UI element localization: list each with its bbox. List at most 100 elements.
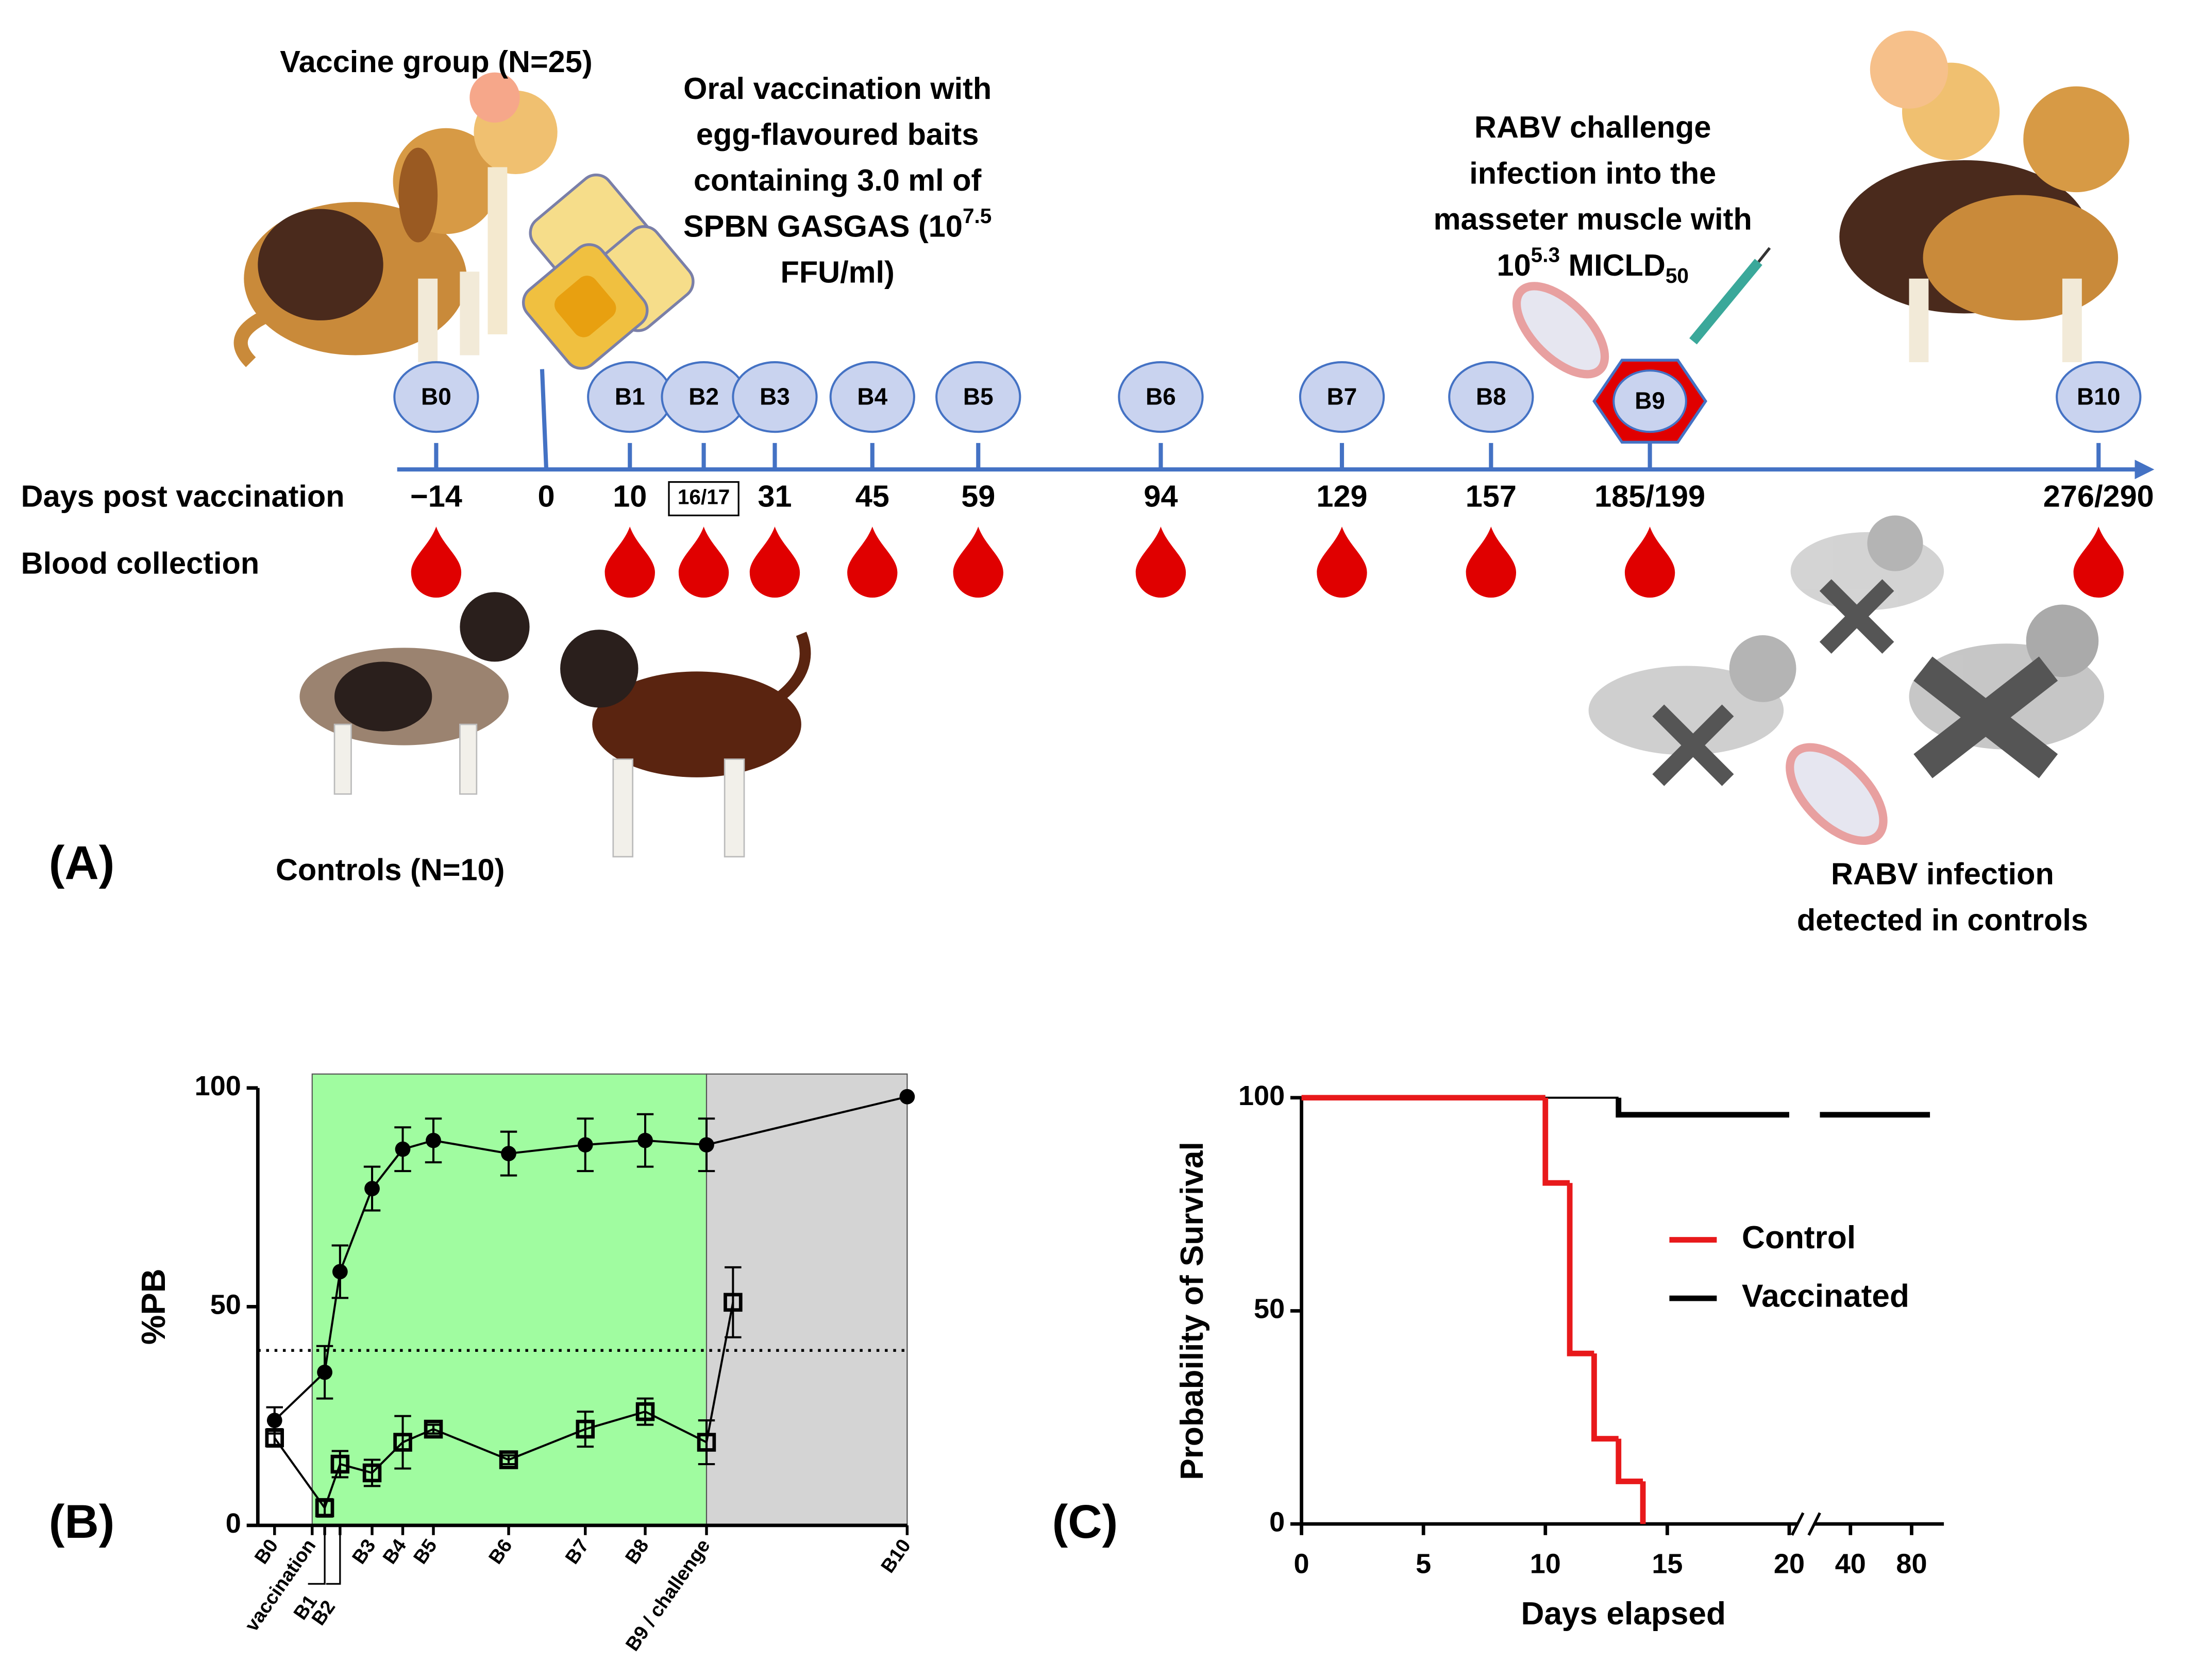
legend-label: Control	[1742, 1220, 1856, 1255]
error-bar	[425, 1423, 442, 1435]
marker	[362, 1463, 382, 1483]
marker	[724, 1293, 743, 1312]
series-line	[645, 1139, 707, 1146]
series-line	[433, 1139, 509, 1155]
y-tick-label: 50	[1254, 1294, 1285, 1325]
virus-2	[1786, 743, 1888, 845]
survival-step	[1616, 1097, 1930, 1118]
day-label: 94	[1144, 479, 1178, 514]
error-bar	[500, 1454, 517, 1466]
series-line	[705, 1302, 734, 1443]
error-bar	[698, 1419, 715, 1466]
blood-drop	[847, 527, 898, 598]
sample-label: B9	[1635, 387, 1665, 414]
series-line	[645, 1411, 707, 1444]
marker	[395, 1141, 411, 1157]
text: SPBN GASGAS (10	[683, 209, 963, 243]
row-label: Blood collection	[21, 546, 260, 581]
text: 7.5	[963, 204, 991, 228]
challenge-dogs	[1839, 30, 2129, 363]
marker	[501, 1146, 516, 1162]
axis-break	[1790, 1512, 1821, 1536]
challenge-text: masseter muscle with	[1434, 202, 1752, 236]
survival-step	[1567, 1183, 1594, 1356]
marker	[576, 1419, 595, 1439]
x-tick-label: 10	[1530, 1549, 1561, 1580]
sample-bubble	[935, 361, 1021, 433]
blood-drop	[2073, 527, 2124, 598]
text: MICLD	[1560, 248, 1666, 282]
sample-label: B8	[1476, 383, 1506, 410]
series-line	[324, 1271, 341, 1372]
sample-label: B10	[2077, 383, 2120, 410]
marker	[899, 1089, 915, 1105]
marker	[265, 1428, 284, 1448]
row-label: Days post vaccination	[21, 479, 345, 514]
series-line	[706, 1095, 907, 1146]
vaccination-text: egg-flavoured baits	[696, 117, 979, 151]
text: 50	[1666, 264, 1689, 287]
series-line	[274, 1437, 326, 1509]
error-bar	[725, 1266, 742, 1338]
challenge-dose: 105.3 MICLD50	[1497, 243, 1689, 287]
sample-bubble	[732, 361, 818, 433]
vaccination-text: FFU/ml)	[781, 254, 895, 289]
x-axis-label: Days elapsed	[1521, 1596, 1726, 1632]
x-tick-label: 40	[1835, 1549, 1866, 1580]
marker	[499, 1450, 518, 1469]
survival-step	[1616, 1438, 1643, 1484]
day-label: 45	[855, 479, 889, 514]
shade-challenge	[705, 1073, 908, 1526]
error-bar	[394, 1415, 411, 1470]
series-line	[433, 1428, 509, 1461]
blood-drop	[1135, 527, 1186, 598]
panel-label: (A)	[49, 837, 115, 889]
label-connector	[326, 1525, 341, 1585]
day-label: 59	[961, 479, 995, 514]
infection-text: detected in controls	[1797, 903, 2088, 937]
sample-label: B3	[760, 383, 790, 410]
sample-bubble	[2056, 361, 2142, 433]
baits	[522, 173, 695, 370]
marker	[266, 1413, 282, 1428]
marker	[699, 1137, 714, 1153]
marker	[332, 1264, 348, 1280]
day-label: 31	[758, 479, 792, 514]
y-tick-label: 100	[1238, 1080, 1285, 1111]
legend-label: Vaccinated	[1742, 1279, 1909, 1314]
blood-drop	[1466, 527, 1517, 598]
marker	[697, 1433, 716, 1452]
x-tick-label: 80	[1896, 1549, 1927, 1580]
sample-label: B2	[688, 383, 719, 410]
sample-bubble	[393, 361, 479, 433]
day-label: −14	[410, 479, 462, 514]
vaccination-text: SPBN GASGAS (107.5	[683, 204, 991, 244]
sample-label: B1	[615, 383, 645, 410]
marker	[426, 1132, 441, 1148]
blood-drop	[953, 527, 1003, 598]
infection-text: RABV infection	[1831, 857, 2054, 891]
day-label: 16/17	[678, 485, 730, 509]
y-axis-label: %PB	[135, 1268, 172, 1345]
blood-drop	[1317, 527, 1367, 598]
day-label: 0	[538, 479, 555, 514]
day-label: 276/290	[2043, 479, 2154, 514]
day-label: 157	[1466, 479, 1517, 514]
sample-label: B0	[421, 383, 451, 410]
vaccination-text: containing 3.0 ml of	[694, 163, 982, 197]
sample-label: B6	[1146, 383, 1176, 410]
timeline-arrow	[2134, 460, 2155, 480]
marker	[637, 1132, 653, 1148]
text: containing 3.0 ml of	[694, 163, 982, 197]
blood-drop	[1624, 527, 1675, 598]
challenge-text: RABV challenge	[1474, 110, 1711, 144]
label-connector	[308, 1525, 326, 1585]
virus-1	[1512, 282, 1609, 379]
panel-label: (C)	[1052, 1496, 1118, 1548]
y-tick-label: 100	[195, 1071, 241, 1101]
text: 5.3	[1531, 243, 1560, 266]
vaccine-group: Vaccine group (N=25)	[280, 44, 592, 79]
series-line	[402, 1428, 434, 1444]
y-tick-label: 0	[226, 1508, 241, 1539]
